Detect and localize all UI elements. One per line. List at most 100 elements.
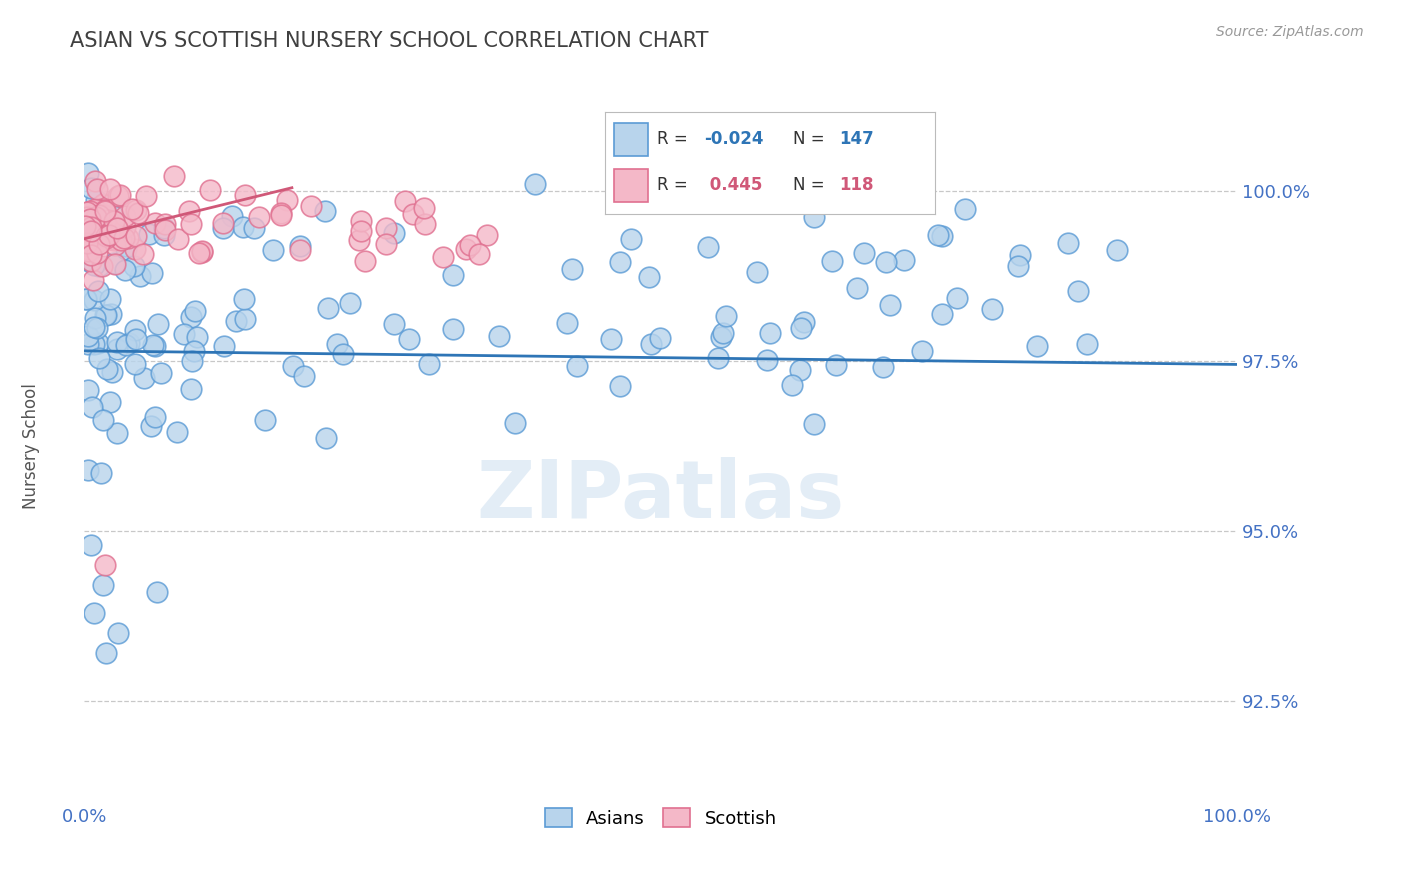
Point [347,233,370,247]
Point [413,202,436,216]
Point [326,337,349,351]
Point [103,256,125,270]
Point [105,342,128,356]
Point [124,357,146,371]
Point [153,227,176,242]
Point [696,239,718,253]
Point [846,281,869,295]
Point [145,410,167,425]
Point [184,304,207,318]
Point [146,318,169,332]
Point [262,244,284,258]
Point [1026,339,1049,353]
Point [247,210,270,224]
Point [212,339,235,353]
Point [77,328,100,343]
Point [648,331,671,345]
Point [314,204,336,219]
Point [350,214,373,228]
Point [87,259,110,273]
Point [824,358,846,372]
Point [281,359,304,373]
Point [73,252,96,267]
Point [153,217,176,231]
Point [163,169,186,184]
Point [77,218,100,232]
Point [138,227,160,241]
Point [946,291,969,305]
Point [557,316,579,330]
Point [270,208,292,222]
Point [89,237,111,252]
Point [93,308,115,322]
Bar [614,169,648,202]
Point [1056,236,1078,251]
Point [82,208,104,222]
Point [339,295,361,310]
Point [394,194,416,209]
Point [186,330,208,344]
Text: ZIPatlas: ZIPatlas [477,457,845,535]
Point [167,232,190,246]
Point [91,196,114,211]
Point [76,242,98,256]
Point [98,232,121,246]
Point [179,203,201,218]
Point [125,228,148,243]
Point [117,231,139,245]
Point [456,242,478,256]
Point [953,202,976,217]
Point [565,359,588,373]
Point [91,225,114,239]
Point [821,254,844,268]
Point [803,417,825,431]
Point [77,205,100,219]
Point [132,247,155,261]
Point [76,210,98,224]
Point [910,344,932,359]
Point [441,268,464,282]
Point [105,220,128,235]
Point [83,293,105,307]
Point [299,199,322,213]
Point [475,227,498,242]
Point [101,366,124,380]
Point [94,646,117,660]
Point [221,209,243,223]
Point [98,226,121,240]
Point [353,253,375,268]
Point [803,210,825,224]
Point [76,236,98,251]
Point [90,259,112,273]
Point [82,209,104,223]
Point [90,467,112,481]
Point [114,242,136,256]
Point [77,214,100,228]
Point [79,212,101,227]
Point [180,383,202,397]
Point [114,338,136,352]
Point [135,189,157,203]
Point [118,336,141,351]
Point [180,353,202,368]
Point [173,326,195,341]
Point [927,228,949,243]
Point [80,224,103,238]
Point [931,229,953,244]
Point [121,202,143,216]
Point [114,219,136,234]
Point [122,259,145,273]
Point [142,338,165,352]
Point [166,425,188,439]
Text: -0.024: -0.024 [704,130,763,148]
Point [125,202,148,217]
Point [79,537,101,551]
Point [87,284,110,298]
Point [75,292,97,306]
Point [852,246,875,260]
Point [124,323,146,337]
Point [488,329,510,343]
Point [76,205,98,219]
Point [108,187,131,202]
Point [609,379,631,393]
